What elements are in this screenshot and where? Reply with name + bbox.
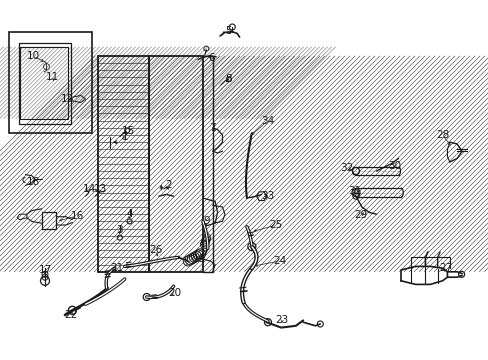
Text: 34: 34 — [261, 116, 274, 126]
Text: 23: 23 — [275, 315, 288, 325]
Text: 28: 28 — [435, 130, 448, 140]
Text: 2: 2 — [165, 180, 172, 190]
Text: 6: 6 — [207, 53, 214, 63]
Text: 1: 1 — [121, 132, 128, 142]
Text: 12: 12 — [61, 94, 74, 104]
Text: 32: 32 — [340, 163, 353, 174]
Text: 9: 9 — [203, 216, 209, 226]
Text: 18: 18 — [26, 177, 40, 187]
Text: 24: 24 — [272, 256, 286, 266]
Text: 16: 16 — [70, 211, 84, 221]
Text: 22: 22 — [64, 310, 78, 320]
Text: 8: 8 — [225, 74, 232, 84]
Text: 4: 4 — [126, 209, 133, 219]
Text: 14: 14 — [82, 184, 96, 194]
Text: 20: 20 — [168, 288, 181, 298]
Text: 15: 15 — [121, 126, 135, 136]
Text: 30: 30 — [388, 161, 401, 171]
Text: 11: 11 — [46, 72, 60, 82]
Text: 17: 17 — [38, 265, 52, 275]
Text: 3: 3 — [116, 225, 123, 235]
Text: 26: 26 — [148, 245, 162, 255]
Text: 5: 5 — [225, 26, 232, 36]
Text: 27: 27 — [438, 263, 452, 273]
Text: 13: 13 — [93, 184, 107, 194]
Text: 33: 33 — [261, 191, 274, 201]
Text: 7: 7 — [209, 123, 216, 133]
Text: 25: 25 — [269, 220, 283, 230]
Text: 31: 31 — [347, 186, 361, 196]
Text: 29: 29 — [353, 210, 367, 220]
Text: 10: 10 — [27, 51, 40, 61]
Text: 21: 21 — [110, 263, 124, 273]
Text: 19: 19 — [192, 254, 206, 264]
